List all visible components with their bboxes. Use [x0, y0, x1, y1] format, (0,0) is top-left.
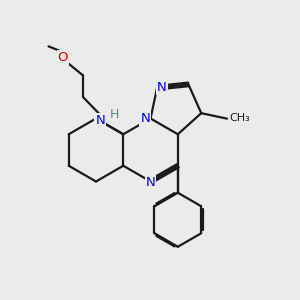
- Text: N: N: [140, 112, 150, 125]
- Text: CH₃: CH₃: [230, 113, 250, 123]
- Text: N: N: [146, 176, 155, 190]
- Text: O: O: [58, 51, 68, 64]
- Text: H: H: [110, 108, 119, 121]
- Text: N: N: [157, 81, 166, 94]
- Text: N: N: [95, 114, 105, 127]
